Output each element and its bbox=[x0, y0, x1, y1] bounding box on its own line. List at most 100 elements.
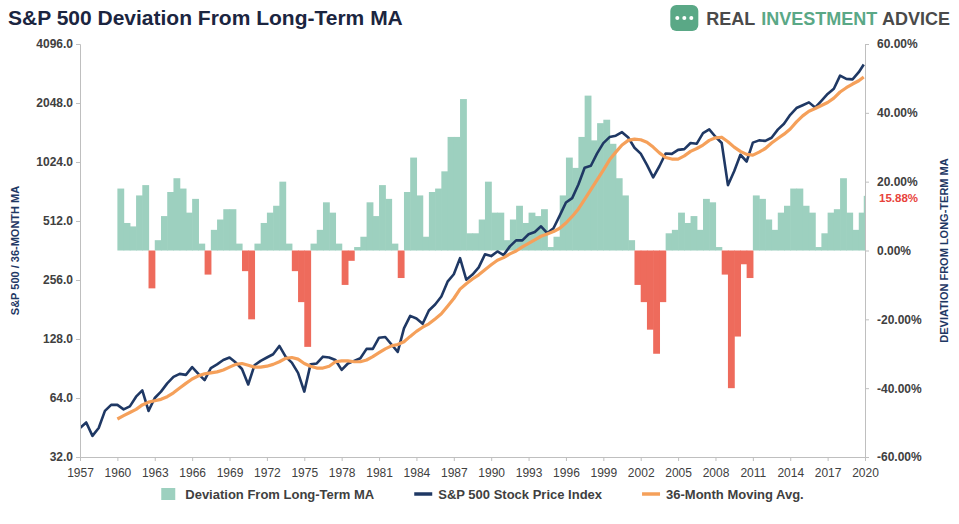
tick-label: 128.0 bbox=[43, 332, 73, 346]
tick-mark bbox=[76, 221, 80, 222]
bar bbox=[198, 244, 205, 251]
tick-label: 1987 bbox=[441, 466, 468, 480]
bar bbox=[367, 202, 374, 250]
bar bbox=[516, 206, 523, 251]
tick: 1978 bbox=[329, 457, 356, 480]
bar bbox=[236, 244, 243, 251]
legend-swatch bbox=[642, 492, 660, 496]
legend-item: Deviation From Long-Term MA bbox=[161, 487, 375, 502]
tick-mark bbox=[342, 457, 343, 461]
legend-item: S&P 500 Stock Price Index bbox=[414, 487, 603, 502]
logo-word: ADVICE bbox=[882, 9, 950, 29]
bar bbox=[142, 185, 149, 250]
bar bbox=[628, 240, 635, 250]
tick-label: 256.0 bbox=[43, 273, 73, 287]
bar bbox=[634, 251, 641, 285]
legend-label: S&P 500 Stock Price Index bbox=[438, 487, 603, 502]
bar bbox=[491, 213, 498, 251]
bar bbox=[448, 137, 455, 251]
bar bbox=[416, 195, 423, 250]
plot-area bbox=[80, 64, 865, 435]
bar bbox=[279, 182, 286, 251]
tick-mark bbox=[76, 457, 80, 458]
tick: 1969 bbox=[217, 457, 244, 480]
tick-mark bbox=[230, 457, 231, 461]
bar bbox=[360, 237, 367, 251]
axis-line bbox=[81, 458, 866, 462]
bar bbox=[853, 230, 860, 251]
bar bbox=[192, 199, 199, 251]
y-axis-title: S&P 500 / 36-MONTH MA bbox=[9, 186, 21, 315]
tick-label: 2020 bbox=[852, 466, 879, 480]
tick-mark bbox=[566, 457, 567, 461]
tick-mark bbox=[529, 457, 530, 461]
bar bbox=[728, 251, 735, 389]
bar bbox=[778, 213, 785, 251]
legend: Deviation From Long-Term MA S&P 500 Stock… bbox=[161, 487, 803, 502]
tick: 128.0 bbox=[43, 332, 80, 346]
bar bbox=[398, 251, 405, 279]
tick: -40.00% bbox=[865, 382, 922, 396]
tick-label: 1999 bbox=[590, 466, 617, 480]
line bbox=[80, 64, 864, 435]
bar bbox=[136, 195, 143, 250]
tick: 1981 bbox=[366, 457, 393, 480]
tick-label: 2005 bbox=[665, 466, 692, 480]
legend-swatch bbox=[414, 492, 432, 496]
tick-mark bbox=[76, 44, 80, 45]
tick: 1960 bbox=[105, 457, 132, 480]
bar bbox=[167, 192, 174, 251]
bar bbox=[410, 158, 417, 251]
bar bbox=[211, 230, 218, 251]
tick-label: 1972 bbox=[254, 466, 281, 480]
tick: 60.00% bbox=[865, 37, 918, 51]
tick: 2011 bbox=[740, 457, 766, 480]
bar bbox=[348, 251, 355, 261]
tick-label: 4096.0 bbox=[36, 37, 73, 51]
tick-label: 2002 bbox=[628, 466, 655, 480]
tick: 1996 bbox=[553, 457, 580, 480]
bar bbox=[242, 251, 249, 272]
logo: REALINVESTMENTADVICE bbox=[706, 9, 950, 29]
tick-mark bbox=[865, 113, 869, 114]
tick: 1024.0 bbox=[36, 155, 80, 169]
bar bbox=[441, 171, 448, 250]
tick-label: 40.00% bbox=[877, 106, 918, 120]
bar bbox=[261, 223, 268, 251]
bar bbox=[734, 251, 741, 337]
tick: 2014 bbox=[777, 457, 804, 480]
bar bbox=[765, 220, 772, 251]
bar bbox=[317, 230, 324, 251]
tick-mark bbox=[379, 457, 380, 461]
bar bbox=[466, 233, 473, 250]
logo-word: REAL bbox=[706, 9, 755, 29]
bar bbox=[535, 216, 542, 250]
tick-label: 1963 bbox=[142, 466, 169, 480]
tick-label: -60.00% bbox=[877, 450, 922, 464]
bar bbox=[304, 251, 311, 347]
tick: 40.00% bbox=[865, 106, 918, 120]
bar bbox=[821, 233, 828, 250]
tick-label: 2008 bbox=[703, 466, 730, 480]
tick-label: 1957 bbox=[67, 466, 94, 480]
tick: 2048.0 bbox=[36, 96, 80, 110]
tick-label: 1975 bbox=[291, 466, 318, 480]
tick-label: 20.00% bbox=[877, 175, 918, 189]
bar bbox=[753, 195, 760, 250]
bar bbox=[864, 196, 865, 251]
tick-mark bbox=[715, 457, 716, 461]
line bbox=[117, 77, 863, 419]
tick-mark bbox=[865, 182, 869, 183]
x-axis: 1957196019631966196919721975197819811984… bbox=[67, 457, 879, 480]
tick-mark bbox=[865, 319, 869, 320]
tick: 2017 bbox=[815, 457, 842, 480]
tick: 2005 bbox=[665, 457, 692, 480]
bar bbox=[267, 213, 274, 251]
bar bbox=[273, 206, 280, 251]
y2-axis: -60.00%-40.00%-20.00%0.00%20.00%40.00%60… bbox=[865, 37, 922, 464]
bar bbox=[566, 158, 573, 251]
tick: 1972 bbox=[254, 457, 281, 480]
bar bbox=[678, 213, 685, 251]
bar bbox=[790, 189, 797, 251]
tick-label: -20.00% bbox=[877, 313, 922, 327]
